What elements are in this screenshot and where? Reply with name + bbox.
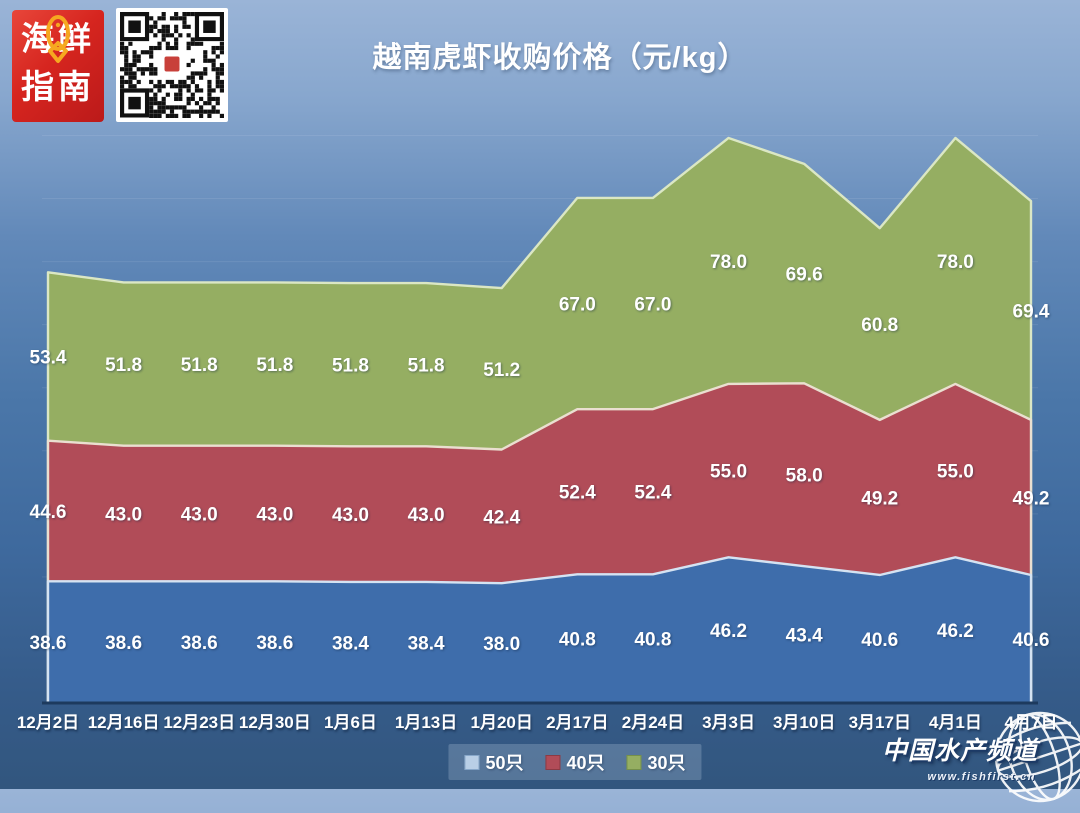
- data-label-50只: 38.6: [30, 633, 67, 654]
- data-label-30只: 67.0: [634, 295, 671, 316]
- data-label-40只: 43.0: [332, 505, 369, 526]
- x-tick-label: 1月20日: [471, 713, 533, 732]
- x-tick-label: 1月6日: [324, 713, 377, 732]
- data-label-30只: 51.8: [181, 355, 218, 376]
- logo-text-line1: 海鲜: [21, 20, 95, 57]
- data-label-30只: 51.8: [332, 356, 369, 377]
- fish-icon: [46, 15, 70, 63]
- x-tick-label: 12月16日: [88, 713, 160, 732]
- legend-item-40: 40只: [545, 749, 605, 775]
- chart-legend: 50只 40只 30只: [448, 744, 702, 780]
- legend-swatch-30: [626, 754, 642, 770]
- data-label-50只: 38.4: [332, 633, 369, 654]
- data-label-30只: 69.6: [786, 265, 823, 286]
- data-label-40只: 43.0: [105, 505, 142, 526]
- poster-canvas: 38.6 38.6 38.6 38.6 38.4 38.4 38.0 40.8 40.8 46.2…: [12, 8, 1080, 803]
- x-tick-label: 3月10日: [773, 713, 835, 732]
- data-label-40只: 55.0: [937, 462, 974, 483]
- watermark-name: 中国水产频道: [881, 737, 1038, 765]
- data-label-30只: 53.4: [30, 347, 67, 368]
- x-tick-label: 12月30日: [239, 713, 311, 732]
- data-label-40只: 43.0: [408, 505, 445, 526]
- data-label-50只: 46.2: [937, 621, 974, 642]
- data-label-30只: 51.8: [105, 355, 142, 376]
- legend-item-50: 50只: [464, 749, 523, 775]
- data-label-50只: 38.0: [483, 634, 520, 655]
- data-label-30只: 51.8: [256, 355, 293, 376]
- data-label-30只: 69.4: [1013, 301, 1050, 322]
- seafood-guide-logo: 海鲜 指南: [12, 10, 104, 122]
- x-tick-label: 3月17日: [849, 713, 911, 732]
- channel-watermark: 中国水产频道 www.fishfirst.cn: [850, 711, 1080, 803]
- legend-label-40: 40只: [566, 753, 605, 773]
- x-tick-label: 2月17日: [546, 713, 608, 732]
- data-label-50只: 46.2: [710, 621, 747, 642]
- data-label-40只: 52.4: [559, 483, 596, 504]
- logo-text-line2: 指南: [21, 68, 95, 105]
- data-label-40只: 49.2: [861, 488, 898, 509]
- price-area-chart: 38.6 38.6 38.6 38.6 38.4 38.4 38.0 40.8 40.8 46.2…: [17, 136, 1050, 732]
- area-series-50只: [46, 556, 1033, 705]
- watermark-url: www.fishfirst.cn: [927, 771, 1036, 783]
- data-label-30只: 67.0: [559, 295, 596, 316]
- data-label-50只: 43.4: [786, 626, 823, 647]
- data-label-50只: 38.6: [256, 633, 293, 654]
- data-label-30只: 78.0: [710, 252, 747, 273]
- legend-label-30: 30只: [647, 753, 686, 773]
- data-label-40只: 42.4: [483, 507, 520, 528]
- legend-label-50: 50只: [485, 753, 524, 773]
- data-label-50只: 40.6: [1013, 630, 1050, 651]
- data-label-30只: 78.0: [937, 252, 974, 273]
- qr-code-pattern: [120, 12, 224, 118]
- data-label-40只: 52.4: [634, 483, 671, 504]
- data-label-50只: 40.8: [559, 630, 596, 651]
- data-label-40只: 58.0: [786, 466, 823, 487]
- page-title: 越南虎虾收购价格（元/kg）: [372, 42, 748, 74]
- data-label-40只: 49.2: [1013, 488, 1050, 509]
- data-label-50只: 38.6: [181, 633, 218, 654]
- legend-swatch-40: [545, 754, 561, 770]
- x-tick-label: 3月3日: [702, 713, 755, 732]
- x-tick-label: 4月1日: [929, 713, 982, 732]
- legend-swatch-50: [464, 754, 480, 770]
- x-tick-label: 12月2日: [17, 713, 79, 732]
- qr-code: [116, 8, 228, 122]
- data-label-30只: 60.8: [861, 315, 898, 336]
- x-tick-label: 2月24日: [622, 713, 684, 732]
- data-label-50只: 38.6: [105, 633, 142, 654]
- legend-item-30: 30只: [626, 749, 686, 775]
- data-label-50只: 38.4: [408, 633, 445, 654]
- x-tick-label: 1月13日: [395, 713, 457, 732]
- data-label-30只: 51.8: [408, 356, 445, 377]
- data-label-50只: 40.6: [861, 630, 898, 651]
- data-label-40只: 44.6: [30, 502, 67, 523]
- data-label-40只: 55.0: [710, 462, 747, 483]
- x-tick-label: 12月23日: [163, 713, 235, 732]
- data-label-40只: 43.0: [256, 505, 293, 526]
- data-label-50只: 40.8: [634, 630, 671, 651]
- data-label-40只: 43.0: [181, 505, 218, 526]
- data-label-30只: 51.2: [483, 360, 520, 381]
